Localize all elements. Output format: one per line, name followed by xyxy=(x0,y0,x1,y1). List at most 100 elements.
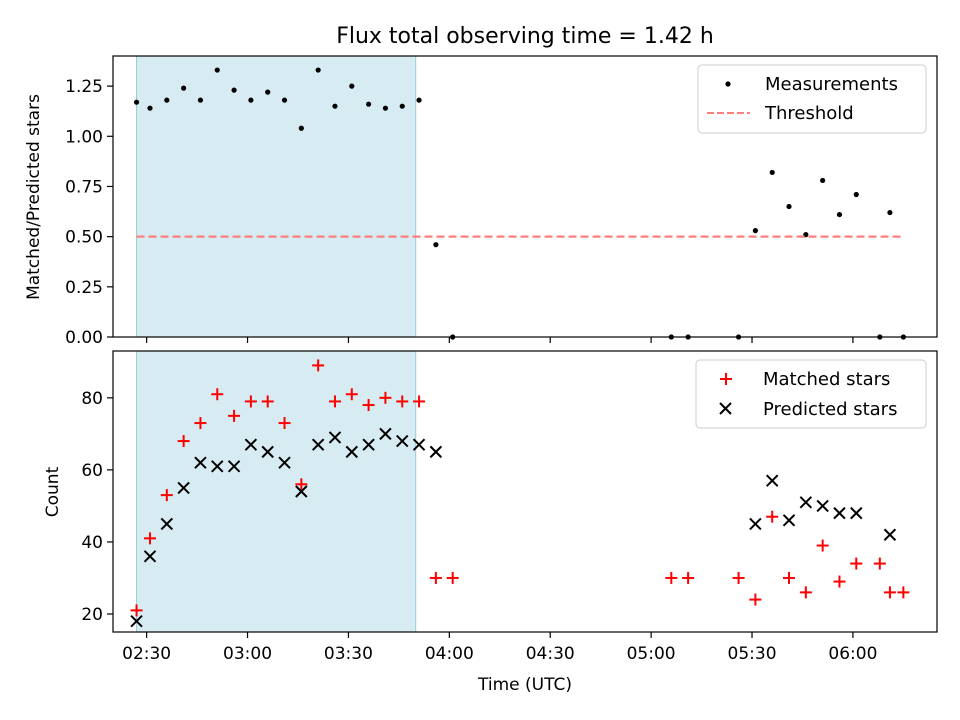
matched-point xyxy=(345,388,358,401)
y-tick-label: 60 xyxy=(81,461,103,481)
matched-point xyxy=(850,557,863,570)
matched-point xyxy=(682,571,695,584)
matched-point xyxy=(379,391,392,404)
measurement-point xyxy=(769,169,775,176)
predicted-point xyxy=(782,514,796,527)
predicted-point xyxy=(362,438,375,451)
matched-point xyxy=(261,395,274,408)
matched-point xyxy=(833,575,846,588)
legend-threshold-label: Threshold xyxy=(764,103,854,124)
bottom-marks xyxy=(130,359,910,628)
matched-point xyxy=(446,571,459,584)
x-tick-label: 04:00 xyxy=(425,644,474,664)
measurement-point xyxy=(853,191,859,198)
legend-measurements-label: Measurements xyxy=(765,74,898,95)
matched-point xyxy=(312,359,325,372)
predicted-point xyxy=(816,499,829,513)
y-tick-label: 1.00 xyxy=(65,127,103,147)
measurement-point xyxy=(197,97,204,103)
matched-point xyxy=(143,532,156,545)
matched-point xyxy=(429,571,442,584)
predicted-point xyxy=(749,517,762,531)
measurement-point xyxy=(433,242,439,248)
top-shaded-interval xyxy=(136,55,417,338)
measurement-point xyxy=(820,177,826,184)
y-tick-label: 0.50 xyxy=(65,228,103,248)
matched-point xyxy=(413,395,426,408)
bottom-y-axis-label: Count xyxy=(43,466,63,517)
matched-point xyxy=(244,395,257,408)
y-tick-label: 0.25 xyxy=(65,278,103,298)
predicted-point xyxy=(311,438,325,451)
matched-point xyxy=(783,571,796,584)
bottom-shaded-interval xyxy=(136,350,417,633)
x-tick-label: 05:00 xyxy=(627,644,676,664)
top-y-axis-label: Matched/Predicted stars xyxy=(24,94,44,300)
matched-point xyxy=(295,478,308,491)
legend-matched-label: Matched stars xyxy=(763,369,890,390)
predicted-point xyxy=(261,445,274,459)
top-x-ticks xyxy=(146,337,854,343)
matched-point xyxy=(177,435,190,448)
matched-point xyxy=(328,395,341,408)
predicted-point xyxy=(278,456,291,469)
matched-point xyxy=(883,586,896,599)
top-legend-box xyxy=(697,64,927,134)
predicted-point xyxy=(429,445,443,459)
top-marks xyxy=(133,67,906,340)
matched-point xyxy=(211,388,224,401)
measurement-point xyxy=(887,209,893,216)
predicted-point xyxy=(850,506,863,520)
measurement-point xyxy=(164,97,170,103)
predicted-point xyxy=(765,474,779,487)
y-tick-label: 1.25 xyxy=(65,77,103,97)
matched-point xyxy=(228,409,241,422)
matched-point xyxy=(130,604,143,617)
predicted-point xyxy=(328,431,342,444)
measurement-point xyxy=(265,89,271,95)
y-tick-label: 80 xyxy=(81,389,103,409)
chart-title: Flux total observing time = 1.42 h xyxy=(336,24,714,49)
predicted-point xyxy=(143,550,157,563)
predicted-point xyxy=(295,485,308,498)
measurement-point xyxy=(752,228,758,234)
measurement-point xyxy=(231,87,237,93)
x-tick-label: 05:30 xyxy=(728,644,777,664)
predicted-point xyxy=(799,496,813,509)
y-tick-label: 0.75 xyxy=(65,177,103,197)
x-tick-label: 03:30 xyxy=(324,644,373,664)
predicted-point xyxy=(396,434,409,448)
x-tick-label: 03:00 xyxy=(223,644,272,664)
matched-point xyxy=(749,593,762,606)
matched-point xyxy=(362,399,375,412)
measurement-point xyxy=(349,83,355,89)
measurement-point xyxy=(298,125,304,131)
measurement-point xyxy=(248,97,254,103)
predicted-point xyxy=(412,438,426,451)
measurement-point xyxy=(315,67,321,73)
measurement-point xyxy=(281,97,288,103)
bottom-y-axis: 20 40 60 80 xyxy=(81,389,113,625)
predicted-point xyxy=(379,427,392,441)
legend-predicted-label: Predicted stars xyxy=(763,399,897,420)
matched-point xyxy=(799,586,812,599)
predicted-point xyxy=(883,528,897,541)
predicted-point xyxy=(833,506,846,520)
top-panel: 0.00 0.25 0.50 0.75 1.00 1.25 Matched/Predict… xyxy=(24,55,938,348)
matched-point xyxy=(160,489,173,502)
x-tick-label: 06:00 xyxy=(828,644,877,664)
top-y-axis: 0.00 0.25 0.50 0.75 1.00 1.25 xyxy=(65,77,113,348)
matched-point xyxy=(897,586,910,599)
measurement-point xyxy=(181,85,187,91)
measurement-point xyxy=(416,97,422,103)
predicted-point xyxy=(227,460,241,473)
measurement-point xyxy=(786,203,792,210)
predicted-point xyxy=(160,517,174,531)
matched-point xyxy=(665,571,678,584)
matched-point xyxy=(732,571,745,584)
matched-point xyxy=(194,417,207,430)
measurement-point xyxy=(214,67,220,73)
measurement-point xyxy=(366,101,372,107)
